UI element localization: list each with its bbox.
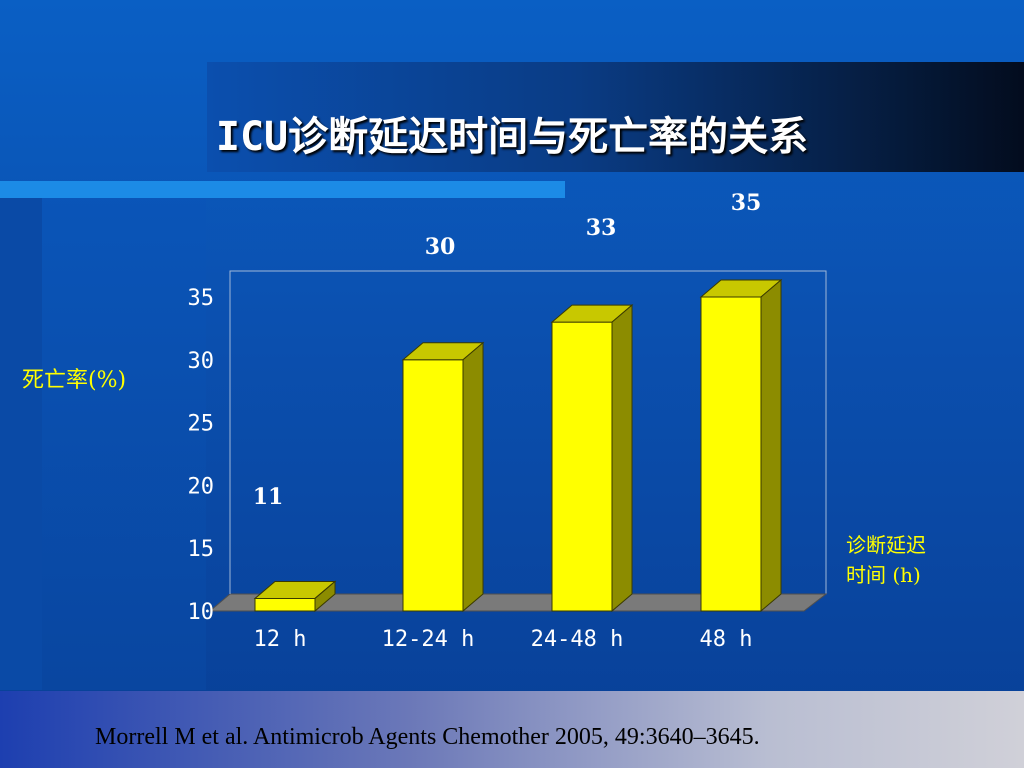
x-tick-label: 12-24 h xyxy=(382,627,475,652)
x-tick-label: 12 h xyxy=(254,627,307,652)
y-tick-label: 35 xyxy=(188,286,215,311)
data-label: 35 xyxy=(731,190,762,216)
data-label: 11 xyxy=(253,484,284,510)
background-strip xyxy=(0,190,42,690)
bar xyxy=(700,296,762,612)
bar-side xyxy=(314,580,336,613)
y-tick-label: 30 xyxy=(188,349,215,374)
x-axis-label: 诊断延迟 时间 (h) xyxy=(846,530,926,590)
bar xyxy=(402,359,464,612)
data-label: 33 xyxy=(586,215,617,241)
bar xyxy=(551,321,613,612)
accent-line xyxy=(0,181,565,198)
background-panel xyxy=(42,190,206,690)
y-axis-label: 死亡率(%) xyxy=(22,368,127,393)
data-label: 30 xyxy=(425,234,456,260)
slide-title: ICU诊断延迟时间与死亡率的关系 xyxy=(215,114,809,160)
x-axis-label-line1: 诊断延迟 xyxy=(846,533,926,557)
x-axis-label-line2: 时间 (h) xyxy=(846,563,921,587)
y-tick-label: 20 xyxy=(188,474,215,499)
footer-band xyxy=(0,691,1024,768)
bar-side xyxy=(760,278,782,613)
bar xyxy=(254,597,316,612)
bar-side xyxy=(462,341,484,613)
x-tick-label: 48 h xyxy=(700,627,753,652)
y-tick-label: 10 xyxy=(188,600,215,625)
bar-side xyxy=(611,304,633,613)
title-band xyxy=(207,62,1024,172)
y-tick-label: 25 xyxy=(188,412,215,437)
citation: Morrell M et al. Antimicrob Agents Chemo… xyxy=(95,724,760,750)
x-tick-label: 24-48 h xyxy=(531,627,624,652)
y-tick-label: 15 xyxy=(188,537,215,562)
